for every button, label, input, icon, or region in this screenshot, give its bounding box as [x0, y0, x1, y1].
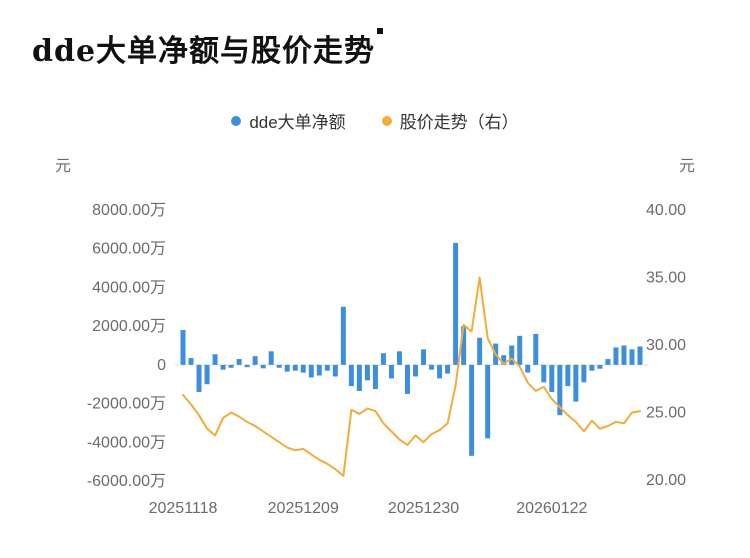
bar — [212, 354, 218, 365]
bar — [501, 355, 507, 365]
bar — [276, 364, 282, 368]
right-axis-tick-label: 40.00 — [646, 202, 686, 219]
right-axis-tick-label: 25.00 — [646, 405, 686, 422]
bar — [621, 345, 627, 365]
bar — [445, 364, 451, 374]
bar — [421, 349, 427, 365]
bar — [629, 349, 635, 365]
bar — [340, 306, 346, 365]
left-axis-tick-label: 8000.00万 — [92, 202, 166, 219]
bar — [324, 364, 330, 371]
left-axis-tick-label: 6000.00万 — [92, 241, 166, 258]
bar — [380, 353, 386, 365]
bar — [437, 364, 443, 379]
bar — [372, 364, 378, 390]
bar — [533, 333, 539, 365]
legend-label: 股价走势（右） — [399, 113, 519, 132]
bar — [220, 364, 226, 370]
bar — [364, 364, 370, 381]
bar — [284, 364, 290, 372]
chart-legend: dde大单净额 股价走势（右） — [0, 108, 750, 133]
legend-item-dde-net[interactable]: dde大单净额 — [231, 108, 346, 133]
bar — [196, 364, 202, 392]
bar — [517, 335, 523, 365]
legend-item-price-trend[interactable]: 股价走势（右） — [381, 108, 519, 133]
bar — [453, 242, 459, 365]
bar — [228, 364, 234, 368]
left-axis-tick-label: 0 — [157, 357, 166, 374]
left-axis-tick-label: -6000.00万 — [87, 473, 166, 490]
bar — [429, 364, 435, 370]
bar — [388, 364, 394, 379]
bar — [461, 326, 467, 365]
bar — [268, 351, 274, 365]
left-axis-tick-label: 2000.00万 — [92, 318, 166, 335]
title-footnote-marker — [377, 28, 384, 34]
page-title-text: dde大单净额与股价走势 — [32, 34, 376, 69]
bar — [252, 356, 258, 365]
left-axis-tick-label: 4000.00万 — [92, 279, 166, 296]
bar — [180, 330, 186, 365]
left-axis-unit: 元 — [55, 158, 72, 175]
x-axis-tick-label: 20251118 — [149, 500, 218, 517]
right-axis-tick-label: 30.00 — [646, 337, 686, 354]
price-line-series — [182, 276, 641, 477]
bar — [557, 364, 563, 416]
bar — [485, 364, 491, 439]
legend-dot-blue-icon — [231, 115, 242, 126]
bar — [509, 345, 515, 365]
x-axis-tick-label: 20251209 — [268, 500, 339, 517]
x-axis-tick-label: 20260122 — [516, 500, 587, 517]
bar — [308, 364, 314, 378]
bar — [244, 364, 250, 368]
bar — [469, 364, 475, 456]
bar — [525, 364, 531, 373]
bar — [581, 364, 587, 383]
bar — [541, 364, 547, 383]
right-axis-unit: 元 — [678, 158, 695, 175]
bar — [413, 364, 419, 377]
bar — [316, 364, 322, 376]
right-axis-tick-label: 20.00 — [646, 472, 686, 489]
bar — [236, 359, 242, 365]
bar — [477, 337, 483, 365]
bar — [396, 351, 402, 365]
x-axis-tick-label: 20251230 — [388, 500, 459, 517]
bar — [597, 364, 603, 369]
right-axis-tick-label: 35.00 — [646, 270, 686, 287]
bar — [348, 364, 354, 387]
bar — [573, 364, 579, 402]
bar — [188, 358, 194, 365]
bar — [260, 364, 266, 369]
left-axis-tick-label: -2000.00万 — [87, 396, 166, 413]
left-axis-tick-label: -4000.00万 — [87, 434, 166, 451]
page-title: dde大单净额与股价走势 — [32, 26, 384, 70]
bar — [565, 364, 571, 387]
bar — [589, 364, 595, 371]
bar — [300, 364, 306, 373]
bar — [404, 364, 410, 394]
bar — [356, 364, 362, 391]
bar — [292, 364, 298, 371]
bar — [605, 359, 611, 365]
bar — [332, 364, 338, 377]
bar — [549, 364, 555, 392]
bar — [637, 346, 643, 365]
legend-label: dde大单净额 — [249, 113, 346, 132]
bar — [204, 364, 210, 385]
legend-dot-yellow-icon — [381, 115, 392, 126]
bar — [613, 347, 619, 365]
